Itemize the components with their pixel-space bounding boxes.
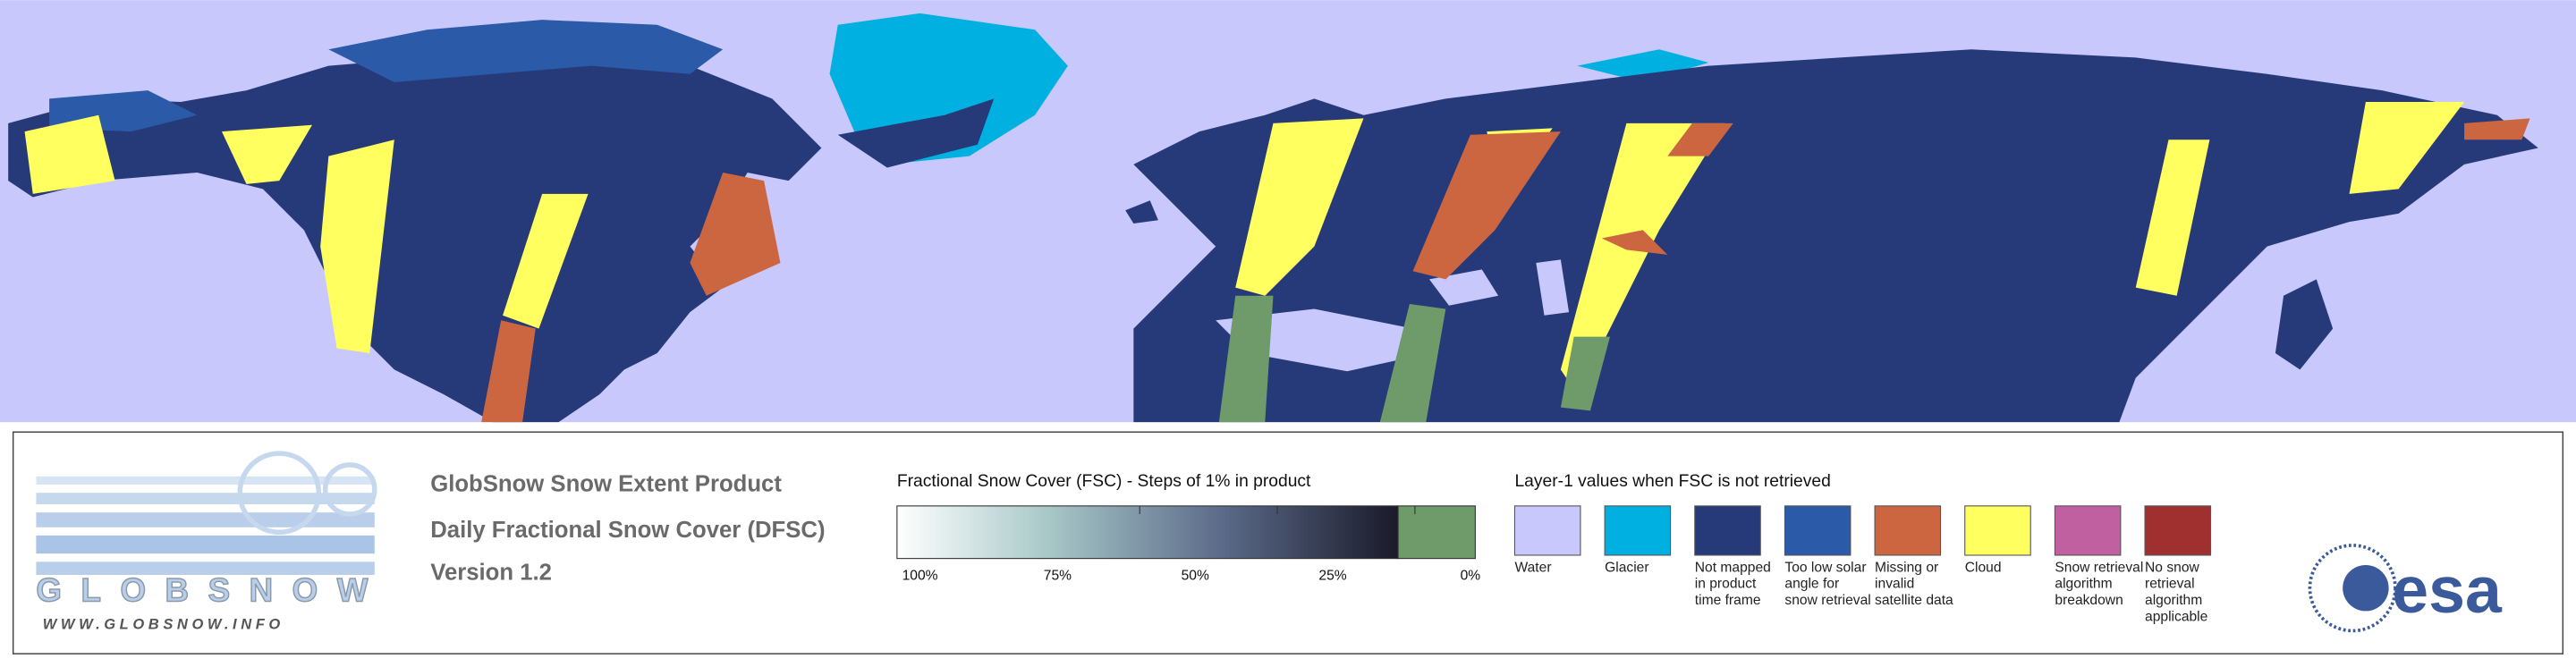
legend-label-box: Snow retrieval algorithm breakdown [2055, 558, 2144, 608]
legend-label-box: Cloud [1964, 558, 2002, 575]
legend-label: Cloud [1964, 558, 2002, 575]
logo-url: WWW.GLOBSNOW.INFO [43, 616, 284, 633]
legend-swatch [1784, 505, 1852, 556]
legend-label: Water [1514, 558, 1552, 575]
legend-swatch [2054, 505, 2122, 556]
header-line: GlobSnow Snow Extent Product [430, 471, 782, 496]
header-line: Daily Fractional Snow Cover (DFSC) [430, 518, 825, 543]
fsc-label: 75% [1044, 569, 1072, 584]
legend-swatch [1513, 505, 1581, 556]
fsc-zero-swatch [1397, 505, 1476, 560]
map [0, 0, 2576, 423]
fsc-gradient [896, 505, 1399, 560]
fsc-label: 100% [902, 569, 938, 584]
legend-label-box: Not mapped in product time frame [1694, 558, 1771, 608]
legend-label: Glacier [1605, 558, 1649, 575]
legend-label: Not mapped in product time frame [1694, 558, 1771, 608]
fsc-label: 25% [1318, 569, 1346, 584]
legend-label-box: Too low solar angle for snow retrieval [1784, 558, 1871, 608]
fsc-title: Fractional Snow Cover (FSC) - Steps of 1… [897, 472, 1311, 491]
legend-swatch [1964, 505, 2031, 556]
legend-label-box: Water [1514, 558, 1552, 575]
legend-swatch [1694, 505, 1761, 556]
legend-swatch [1874, 505, 1942, 556]
header: GlobSnow Snow Extent Product Daily Fract… [430, 471, 825, 585]
legend-label-box: Glacier [1605, 558, 1649, 575]
legend-label-box: No snow retrieval algorithm applicable [2145, 558, 2208, 625]
layer1-title: Layer-1 values when FSC is not retrieved [1514, 472, 1830, 491]
fsc-label: 50% [1182, 569, 1209, 584]
fsc-label: 0% [1461, 569, 1481, 584]
legend-label: No snow retrieval algorithm applicable [2145, 558, 2208, 625]
legend-swatch [2144, 505, 2212, 556]
legend-label: Missing or invalid satellite data [1875, 558, 1953, 608]
esa-logo: esa [2308, 544, 2503, 633]
legend-label-box: Missing or invalid satellite data [1875, 558, 1953, 608]
legend-label: Too low solar angle for snow retrieval [1784, 558, 1871, 608]
legend-swatch [1604, 505, 1672, 556]
header-line: Version 1.2 [430, 561, 552, 586]
agency: esa [2392, 553, 2503, 627]
legend-label: Snow retrieval algorithm breakdown [2055, 558, 2144, 608]
